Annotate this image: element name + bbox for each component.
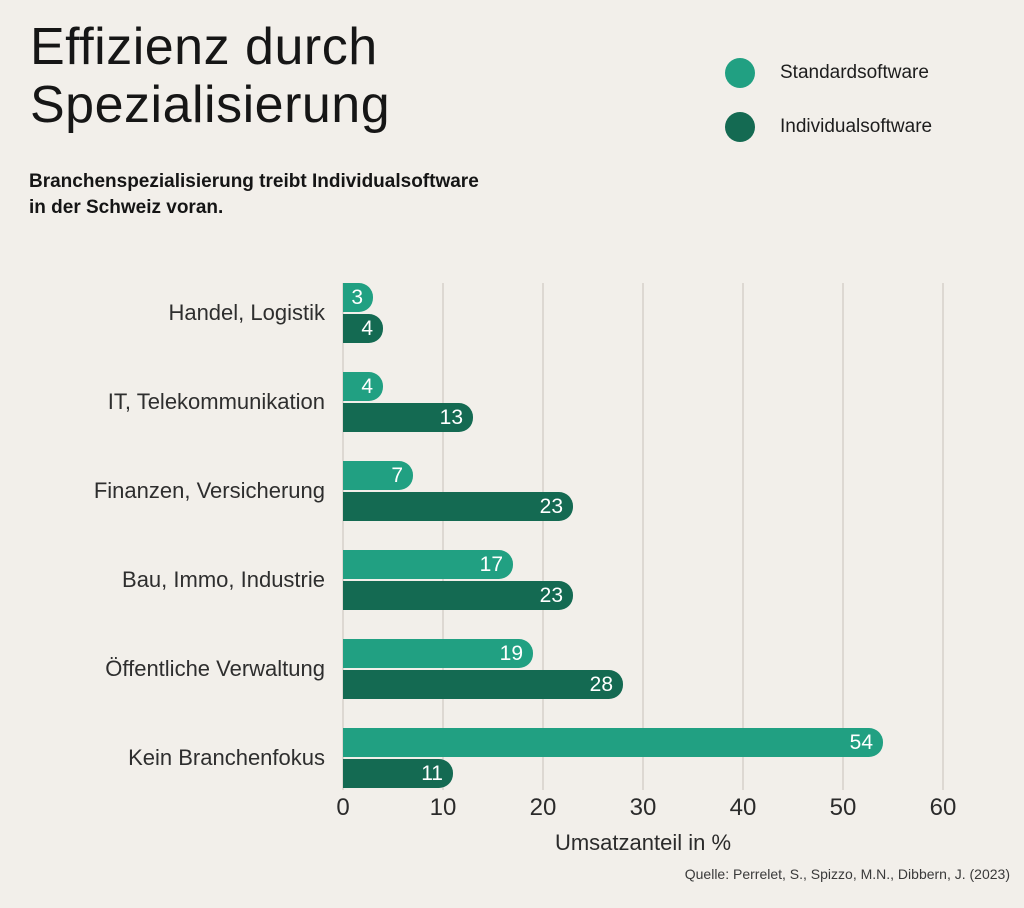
x-tick-label: 60	[929, 794, 957, 821]
bar-row: 4 13	[343, 372, 943, 433]
bar-value-label: 7	[391, 464, 403, 487]
bar-value-label: 19	[499, 642, 523, 665]
bar-value-label: 4	[361, 317, 373, 340]
title-line-2: Spezialisierung	[30, 76, 391, 134]
bar-individualsoftware: 23	[343, 581, 573, 610]
bar-value-label: 3	[351, 286, 363, 309]
bar-value-label: 11	[421, 762, 443, 785]
x-tick-label: 10	[429, 794, 457, 821]
legend-label: Individualsoftware	[780, 116, 933, 137]
category-label: Bau, Immo, Industrie	[122, 567, 325, 592]
gridline	[542, 283, 544, 790]
legend-item-individualsoftware: Individualsoftware	[725, 112, 932, 142]
bar-individualsoftware: 13	[343, 403, 473, 432]
gridline	[742, 283, 744, 790]
bar-row: 7 23	[343, 461, 943, 522]
category-label: Handel, Logistik	[168, 300, 325, 325]
subtitle-line-1: Branchenspezialisierung treibt Individua…	[29, 171, 479, 192]
x-tick-label: 30	[629, 794, 657, 821]
bar-standardsoftware: 17	[343, 550, 513, 579]
source-note: Quelle: Perrelet, S., Spizzo, M.N., Dibb…	[684, 866, 1010, 882]
bar-value-label: 23	[539, 584, 563, 607]
category-label: Kein Branchenfokus	[128, 745, 325, 770]
x-tick-label: 0	[336, 794, 350, 821]
gridline	[342, 283, 344, 790]
x-tick-label: 50	[829, 794, 857, 821]
gridline	[642, 283, 644, 790]
legend-label: Standardsoftware	[780, 62, 929, 83]
title-line-1: Effizienz durch	[30, 18, 378, 76]
legend-swatch-circle-icon	[725, 112, 755, 142]
bar-value-label: 54	[849, 731, 873, 754]
category-axis: Handel, Logistik IT, Telekommunikation Fin…	[0, 283, 325, 790]
page-subtitle: Branchenspezialisierung treibt Individua…	[29, 169, 479, 221]
x-axis-ticks: 0 10 20 30 40 50 60	[336, 794, 956, 824]
page-title: Effizienz durch Spezialisierung	[30, 18, 390, 134]
gridline	[942, 283, 944, 790]
gridline	[442, 283, 444, 790]
bar-value-label: 13	[439, 406, 463, 429]
bar-individualsoftware: 23	[343, 492, 573, 521]
bar-row: 54 11	[343, 728, 943, 789]
bar-standardsoftware: 4	[343, 372, 383, 401]
x-tick-label: 20	[529, 794, 557, 821]
bar-row: 19 28	[343, 639, 943, 700]
bar-individualsoftware: 11	[343, 759, 453, 788]
gridline	[842, 283, 844, 790]
bar-value-label: 4	[361, 375, 373, 398]
bar-individualsoftware: 4	[343, 314, 383, 343]
bar-standardsoftware: 7	[343, 461, 413, 490]
legend-swatch-circle-icon	[725, 58, 755, 88]
bar-row: 17 23	[343, 550, 943, 611]
bar-individualsoftware: 28	[343, 670, 623, 699]
bar-value-label: 17	[479, 553, 503, 576]
bar-standardsoftware: 54	[343, 728, 883, 757]
bar-standardsoftware: 19	[343, 639, 533, 668]
bar-standardsoftware: 3	[343, 283, 373, 312]
category-label: IT, Telekommunikation	[107, 389, 325, 414]
category-label: Finanzen, Versicherung	[93, 478, 325, 503]
category-label: Öffentliche Verwaltung	[105, 656, 325, 681]
x-tick-label: 40	[729, 794, 757, 821]
bar-value-label: 23	[539, 495, 563, 518]
bar-value-label: 28	[589, 673, 613, 696]
legend-item-standardsoftware: Standardsoftware	[725, 58, 929, 88]
x-axis-label: Umsatzanteil in %	[554, 830, 732, 855]
subtitle-line-2: in der Schweiz voran.	[29, 197, 224, 218]
chart-area: 3 4 4 13 7 23 17 23 19 28 54 11	[342, 283, 944, 790]
